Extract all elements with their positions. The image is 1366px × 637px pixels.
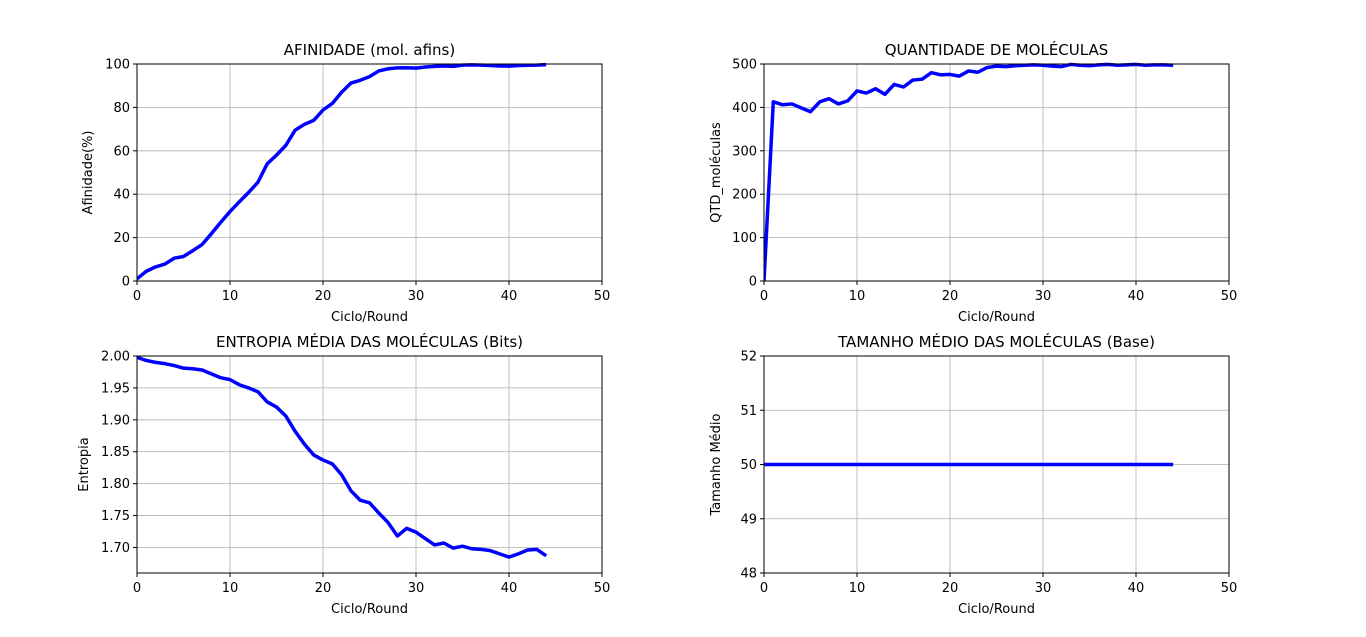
chart-title: QUANTIDADE DE MOLÉCULAS bbox=[885, 40, 1109, 59]
subplot-0: 0 10 20 30 40 50 0 20 40 60 80 100 AFINIDADE (mol. a… bbox=[81, 41, 610, 325]
chart-title: AFINIDADE (mol. afins) bbox=[284, 41, 455, 59]
y-tick-label: 80 bbox=[113, 101, 130, 116]
y-tick-label: 500 bbox=[732, 58, 757, 73]
y-tick-label: 50 bbox=[740, 458, 757, 473]
x-tick-label: 50 bbox=[594, 289, 611, 304]
y-tick-label: 40 bbox=[113, 188, 130, 203]
x-tick-label: 40 bbox=[501, 581, 518, 596]
y-axis-label: Entropia bbox=[77, 437, 92, 491]
chart-title: ENTROPIA MÉDIA DAS MOLÉCULAS (Bits) bbox=[216, 332, 523, 351]
x-axis-label: Ciclo/Round bbox=[958, 310, 1035, 325]
y-tick-label: 0 bbox=[122, 275, 130, 290]
x-tick-label: 0 bbox=[133, 581, 141, 596]
axes-frame bbox=[763, 63, 1230, 282]
x-tick-label: 50 bbox=[594, 581, 611, 596]
x-tick-label: 30 bbox=[408, 581, 425, 596]
chart-title: TAMANHO MÉDIO DAS MOLÉCULAS (Base) bbox=[837, 332, 1155, 351]
x-tick-label: 30 bbox=[1035, 581, 1052, 596]
x-tick-label: 0 bbox=[133, 289, 141, 304]
series-line bbox=[137, 355, 548, 559]
x-tick-label: 40 bbox=[1128, 581, 1145, 596]
y-tick-label: 49 bbox=[740, 512, 757, 527]
y-tick-label: 1.95 bbox=[101, 381, 130, 396]
x-tick-label: 10 bbox=[222, 289, 239, 304]
y-tick-label: 2.00 bbox=[101, 350, 130, 365]
x-tick-label: 20 bbox=[942, 289, 959, 304]
y-axis-label: Tamanho Médio bbox=[709, 413, 724, 516]
y-tick-label: 20 bbox=[113, 231, 130, 246]
y-tick-label: 1.80 bbox=[101, 477, 130, 492]
y-tick-label: 1.90 bbox=[101, 413, 130, 428]
x-tick-label: 40 bbox=[501, 289, 518, 304]
y-tick-label: 300 bbox=[732, 144, 757, 159]
x-tick-label: 20 bbox=[315, 289, 332, 304]
y-tick-label: 100 bbox=[732, 231, 757, 246]
x-tick-label: 20 bbox=[315, 581, 332, 596]
y-tick-label: 1.75 bbox=[101, 509, 130, 524]
x-tick-label: 30 bbox=[1035, 289, 1052, 304]
x-tick-label: 30 bbox=[408, 289, 425, 304]
x-tick-label: 10 bbox=[222, 581, 239, 596]
x-tick-label: 0 bbox=[760, 289, 768, 304]
y-tick-label: 60 bbox=[113, 144, 130, 159]
subplot-2: 0 10 20 30 40 50 1.70 1.75 1.80 1.85 1.90 1.95 2.00 E… bbox=[77, 332, 610, 617]
x-axis-label: Ciclo/Round bbox=[958, 602, 1035, 617]
y-axis-label: Afinidade(%) bbox=[81, 131, 96, 215]
x-tick-label: 50 bbox=[1221, 289, 1238, 304]
y-tick-label: 1.85 bbox=[101, 445, 130, 460]
y-tick-label: 200 bbox=[732, 188, 757, 203]
x-tick-label: 20 bbox=[942, 581, 959, 596]
subplot-3: 0 10 20 30 40 50 48 49 50 51 52 TAMANHO MÉDIO DAS M… bbox=[709, 332, 1237, 617]
x-tick-label: 50 bbox=[1221, 581, 1238, 596]
axes-frame bbox=[136, 63, 603, 282]
y-tick-label: 48 bbox=[740, 567, 757, 582]
y-tick-label: 52 bbox=[740, 350, 757, 365]
axes-frame bbox=[136, 355, 603, 574]
x-tick-label: 10 bbox=[849, 289, 866, 304]
x-tick-label: 0 bbox=[760, 581, 768, 596]
series-line bbox=[137, 62, 547, 281]
y-axis-label: QTD_moléculas bbox=[709, 122, 724, 223]
series-line bbox=[764, 62, 1174, 282]
y-tick-label: 100 bbox=[105, 58, 130, 73]
y-tick-label: 400 bbox=[732, 101, 757, 116]
y-tick-label: 0 bbox=[749, 275, 757, 290]
y-tick-label: 51 bbox=[740, 404, 757, 419]
y-tick-label: 1.70 bbox=[101, 541, 130, 556]
x-axis-label: Ciclo/Round bbox=[331, 602, 408, 617]
x-axis-label: Ciclo/Round bbox=[331, 310, 408, 325]
x-tick-label: 10 bbox=[849, 581, 866, 596]
x-tick-label: 40 bbox=[1128, 289, 1145, 304]
